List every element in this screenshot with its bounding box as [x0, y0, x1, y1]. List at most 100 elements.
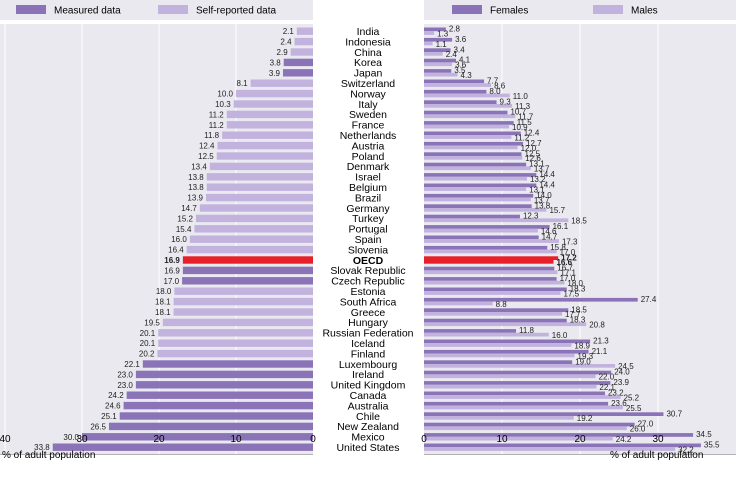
male-bar — [424, 176, 527, 181]
country-label: Japan — [354, 68, 383, 80]
female-bar — [424, 381, 611, 385]
country-label: Slovenia — [348, 244, 388, 256]
left-bar — [123, 401, 313, 410]
left-bar-value: 18.1 — [155, 308, 171, 317]
left-bar — [195, 214, 313, 223]
male-bar — [424, 208, 547, 212]
male-value: 25.2 — [624, 393, 640, 402]
left-bar-value: 13.4 — [191, 162, 207, 171]
female-bar — [424, 329, 517, 333]
legend-label-males: Males — [631, 6, 658, 17]
female-value: 7.7 — [487, 77, 499, 86]
left-bar-value: 24.6 — [105, 402, 121, 411]
male-value: 2.4 — [446, 50, 458, 59]
left-bar-value: 12.4 — [199, 142, 215, 151]
male-value: 24.2 — [616, 435, 632, 444]
male-value: 1.3 — [437, 29, 449, 38]
left-bar — [194, 225, 313, 233]
female-bar — [424, 287, 567, 292]
male-value: 3.6 — [455, 61, 467, 70]
legend-swatch-females — [452, 5, 482, 14]
legend-label-measured: Measured data — [54, 6, 121, 17]
female-bar — [424, 183, 537, 188]
male-value: 13.2 — [530, 175, 546, 184]
country-label: Australia — [348, 400, 389, 412]
right-axis-title: % of adult population — [610, 450, 703, 461]
left-bar-value: 2.9 — [277, 48, 289, 57]
female-bar — [424, 245, 548, 250]
country-label: Hungary — [348, 317, 388, 329]
male-bar — [424, 312, 563, 316]
left-bar-value: 13.9 — [187, 194, 203, 203]
female-bar — [424, 225, 550, 229]
left-bar-value: 10.0 — [217, 90, 233, 99]
legend: Measured data Self-reported data Females Ma… — [0, 0, 736, 20]
left-bar-value: 16.0 — [171, 235, 187, 244]
female-value: 11.5 — [517, 118, 533, 127]
female-value: 4.1 — [459, 56, 471, 65]
male-bar — [424, 31, 435, 35]
country-label: Czech Republic — [331, 276, 405, 288]
female-bar — [424, 110, 508, 115]
female-value: 12.3 — [523, 212, 539, 221]
female-value: 12.4 — [524, 129, 540, 138]
female-value: 12.5 — [525, 149, 541, 158]
female-value: 30.7 — [666, 409, 682, 418]
left-tick-label: 10 — [230, 434, 242, 445]
female-bar — [424, 422, 635, 427]
male-bar — [424, 249, 557, 254]
male-value: 11.2 — [514, 133, 530, 142]
country-label: Italy — [358, 99, 378, 111]
right-tick-label: 30 — [652, 434, 664, 445]
male-value: 16.0 — [552, 331, 568, 340]
left-legend-box — [0, 0, 313, 20]
male-bar — [424, 260, 554, 264]
male-bar — [424, 135, 512, 139]
female-bar — [424, 349, 589, 354]
country-label: Austria — [352, 140, 385, 152]
female-bar — [424, 162, 527, 167]
legend-swatch-males — [593, 5, 623, 14]
left-bar — [182, 266, 313, 275]
country-label: New Zealand — [337, 421, 399, 433]
left-bar — [206, 173, 313, 181]
left-bar-value: 33.8 — [34, 443, 50, 452]
left-bar — [174, 287, 313, 295]
male-bar — [424, 301, 493, 306]
male-value: 18.9 — [574, 341, 590, 350]
male-value: 22.1 — [599, 383, 615, 392]
male-value: 13.1 — [529, 185, 545, 194]
female-value: 21.3 — [593, 337, 609, 346]
male-bar — [424, 83, 492, 87]
female-value: 21.1 — [592, 347, 608, 356]
left-bar — [283, 58, 313, 67]
male-value: 13.7 — [534, 165, 550, 174]
left-bar-value: 23.0 — [117, 370, 133, 379]
left-bar — [209, 162, 313, 171]
male-value: 32.2 — [678, 445, 694, 454]
country-label: Estonia — [350, 286, 385, 298]
left-bar — [135, 381, 313, 389]
country-label: Spain — [355, 234, 382, 246]
male-value: 17.7 — [565, 310, 581, 319]
country-label: Israel — [355, 172, 381, 184]
male-value: 17.5 — [564, 289, 580, 298]
left-bar-value: 13.8 — [188, 173, 204, 182]
male-value: 22.0 — [599, 373, 615, 382]
left-bar-value: 3.9 — [269, 69, 281, 78]
female-bar — [424, 256, 559, 260]
female-value: 17.2 — [561, 253, 577, 262]
male-value: 19.3 — [578, 352, 594, 361]
left-bar-value: 30.0 — [63, 433, 79, 442]
female-value: 14.0 — [536, 191, 552, 200]
left-tick-label: 20 — [153, 434, 165, 445]
female-value: 23.6 — [611, 399, 627, 408]
male-bar — [424, 322, 587, 327]
male-bar — [424, 353, 575, 358]
right-tick-label: 10 — [496, 434, 508, 445]
male-value: 26.0 — [630, 425, 646, 434]
country-label: India — [357, 26, 380, 38]
left-bar-value: 16.4 — [168, 246, 184, 255]
female-bar — [424, 58, 456, 63]
left-tick-label: 30 — [76, 434, 88, 445]
